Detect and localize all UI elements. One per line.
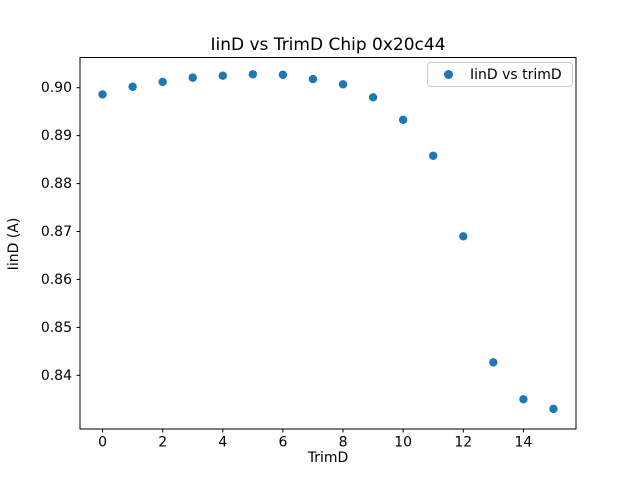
y-tick-label: 0.85: [41, 320, 72, 336]
data-point: [128, 82, 137, 91]
legend: IinD vs trimD: [427, 62, 573, 87]
axes-spines: [79, 57, 577, 430]
data-point: [278, 70, 288, 79]
x-tick-label: 0: [98, 435, 107, 451]
x-tick-label: 12: [454, 435, 472, 451]
data-point: [489, 358, 498, 367]
data-point: [519, 395, 528, 404]
x-tick-label: 2: [158, 435, 167, 451]
data-point: [248, 70, 258, 79]
data-point: [398, 115, 408, 125]
data-point: [368, 93, 378, 102]
x-tick-label: 6: [278, 435, 287, 451]
data-point: [308, 74, 318, 84]
x-tick-label: 4: [218, 435, 227, 451]
y-tick-label: 0.86: [41, 272, 72, 288]
data-point: [98, 90, 107, 99]
data-point: [338, 80, 348, 89]
data-point: [429, 151, 438, 160]
legend-marker-icon: [444, 70, 453, 79]
legend-series-label: IinD vs trimD: [470, 66, 562, 83]
x-tick-label: 14: [514, 435, 532, 451]
data-point: [549, 404, 558, 414]
y-axis-label: IinD (A): [6, 217, 22, 271]
x-tick-label: 8: [339, 435, 348, 451]
y-tick-label: 0.87: [41, 224, 72, 240]
y-tick-label: 0.89: [41, 128, 72, 144]
data-point: [158, 77, 167, 87]
x-tick-label: 10: [394, 435, 412, 451]
data-point: [459, 232, 468, 241]
y-tick-label: 0.84: [41, 368, 72, 384]
data-point: [188, 73, 197, 82]
y-tick-label: 0.88: [41, 176, 72, 192]
y-tick-label: 0.90: [41, 80, 72, 96]
x-axis-label: TrimD: [307, 450, 349, 466]
data-point: [218, 71, 227, 80]
chart-title: IinD vs TrimD Chip 0x20c44: [210, 35, 446, 55]
